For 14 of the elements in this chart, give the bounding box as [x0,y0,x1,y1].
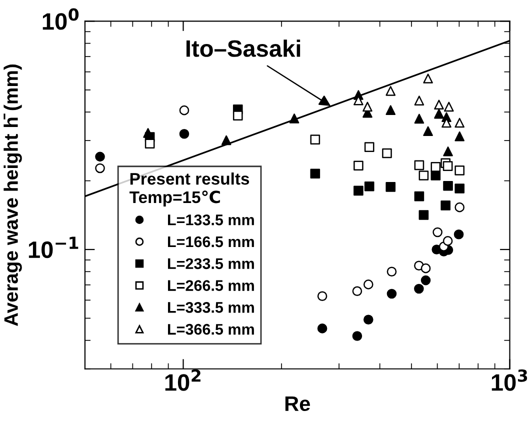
x-tick-label: 10$^{3}$ [492,369,528,391]
legend-label: L=166.5 mm [168,236,254,248]
y-tick-label: 10$^{−1}$ [28,236,78,258]
legend-label: L=133.5 mm [168,214,254,226]
x-tick-label: 10$^{2}$ [165,369,200,391]
legend-label: L=333.5 mm [168,302,254,313]
legend-label: L=233.5 mm [168,258,254,270]
legend-title: Present results Temp=15℃ [130,172,250,206]
legend-label: L=366.5 mm [168,324,254,335]
x-axis-title: Re [285,396,310,412]
y-axis-title: Average wave height h̄ (mm) [4,64,22,326]
legend-label: L=266.5 mm [168,280,254,291]
annotation: Ito–Sasaki [186,40,300,57]
y-tick-label: 10$^{0}$ [42,8,79,30]
